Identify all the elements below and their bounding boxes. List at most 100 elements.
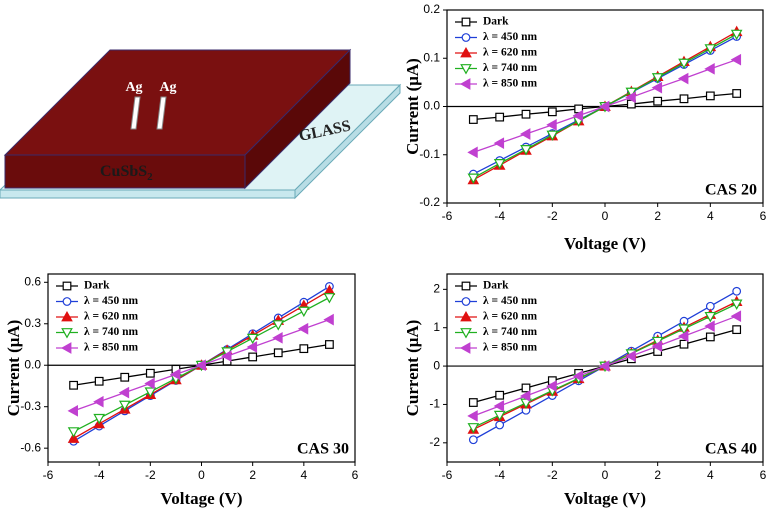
y-tick-label: -0.2 — [419, 195, 440, 209]
marker — [704, 63, 715, 75]
marker — [679, 94, 689, 104]
y-tick-label: -0.6 — [20, 440, 41, 454]
x-tick-label: -2 — [547, 468, 558, 482]
legend-label: λ = 620 nm — [483, 311, 537, 323]
marker — [704, 311, 717, 323]
x-axis-label: Voltage (V) — [161, 489, 243, 508]
x-tick-label: 0 — [602, 468, 609, 482]
x-tick-label: 2 — [654, 468, 661, 482]
x-tick-label: 0 — [602, 209, 609, 223]
glass-front — [0, 189, 296, 199]
legend-marker — [461, 33, 471, 42]
y-tick-label: 0.0 — [24, 357, 41, 371]
marker — [704, 44, 717, 55]
x-axis-label: Voltage (V) — [564, 234, 646, 253]
x-tick-label: 2 — [249, 468, 256, 482]
y-tick-label: 0.3 — [24, 316, 41, 330]
x-tick-label: 2 — [654, 209, 661, 223]
y-tick-label: -0.3 — [20, 399, 41, 413]
marker — [651, 340, 663, 352]
marker — [67, 432, 80, 443]
marker — [195, 359, 206, 372]
marker — [144, 387, 157, 398]
glass-side — [294, 83, 401, 200]
electrode-label: Ag — [125, 80, 142, 95]
legend-marker — [460, 64, 472, 75]
marker — [677, 72, 689, 85]
legend-marker — [62, 297, 72, 306]
marker — [521, 383, 531, 393]
marker — [120, 372, 130, 382]
marker — [493, 137, 505, 149]
marker — [572, 109, 584, 122]
x-tick-label: -2 — [547, 209, 558, 223]
marker — [272, 320, 285, 331]
y-axis-label: Current (μA) — [403, 58, 422, 155]
marker — [467, 423, 480, 434]
marker — [69, 380, 78, 390]
legend-marker — [61, 328, 73, 339]
marker — [732, 286, 742, 296]
legend-marker — [461, 281, 471, 291]
marker — [546, 130, 559, 141]
x-tick-label: -2 — [145, 468, 156, 482]
x-tick-label: -6 — [442, 209, 453, 223]
legend-marker — [461, 297, 471, 306]
x-tick-label: 0 — [198, 468, 205, 482]
y-tick-label: 0 — [433, 358, 440, 372]
marker — [298, 306, 310, 318]
marker — [730, 29, 743, 41]
legend-label: λ = 450 nm — [483, 295, 537, 307]
marker — [730, 53, 742, 66]
marker — [546, 119, 557, 131]
marker — [730, 310, 742, 323]
marker — [625, 350, 636, 362]
marker — [493, 159, 506, 170]
marker — [297, 322, 309, 335]
marker — [625, 87, 638, 99]
electrode-label: Ag — [159, 80, 176, 95]
legend-label: λ = 850 nm — [483, 342, 537, 354]
x-tick-label: -4 — [494, 209, 505, 223]
marker — [468, 435, 478, 445]
marker — [118, 386, 130, 399]
chart-panel: -6 -4 -2 0 2 4 6 -0.6 -0.3 0.0 0.3 0.6 Voltage (V) Cu… — [4, 273, 359, 508]
legend-label: λ = 450 nm — [84, 295, 138, 307]
y-tick-label: -0.1 — [419, 147, 440, 161]
marker — [246, 333, 259, 345]
x-tick-label: 6 — [760, 209, 767, 223]
legend-marker — [61, 310, 73, 322]
y-tick-label: 0.0 — [423, 99, 440, 113]
marker — [651, 81, 663, 94]
marker — [273, 348, 283, 358]
legend-label: Dark — [84, 280, 110, 292]
marker — [704, 320, 715, 333]
x-tick-label: 4 — [300, 468, 307, 482]
y-tick-label: 2 — [433, 282, 440, 296]
marker — [598, 360, 610, 372]
marker — [323, 313, 334, 326]
y-axis-label: Current (μA) — [403, 320, 422, 417]
x-tick-label: -6 — [442, 468, 453, 482]
legend-marker — [62, 281, 72, 291]
y-tick-label: -1 — [429, 397, 440, 411]
annotation: CAS 40 — [705, 441, 757, 458]
marker — [467, 173, 480, 184]
x-tick-label: 4 — [707, 209, 714, 223]
x-tick-label: -4 — [94, 468, 105, 482]
y-tick-label: 1 — [433, 320, 440, 334]
marker — [625, 91, 636, 104]
marker — [93, 395, 104, 408]
legend-label: λ = 740 nm — [483, 62, 537, 74]
legend-label: λ = 620 nm — [483, 47, 537, 59]
marker — [144, 377, 155, 390]
film-label: CuSbS2 — [100, 163, 153, 183]
marker — [325, 340, 334, 349]
marker — [272, 332, 283, 344]
y-tick-label: 0.6 — [24, 274, 41, 288]
legend-label: λ = 740 nm — [483, 326, 537, 338]
annotation: CAS 30 — [297, 441, 349, 458]
marker — [94, 376, 104, 386]
marker — [547, 107, 557, 117]
legend-label: λ = 850 nm — [483, 78, 537, 90]
